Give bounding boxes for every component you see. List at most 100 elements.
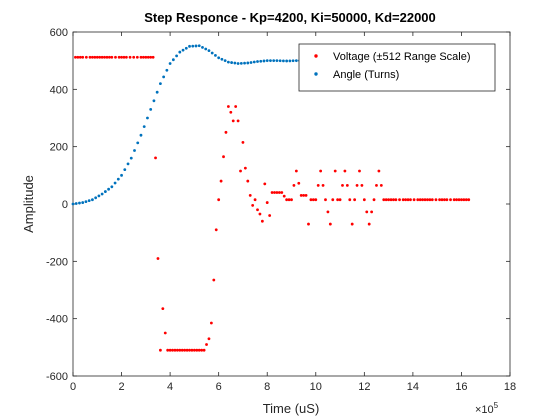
voltage-point (231, 119, 235, 123)
voltage-point (292, 183, 296, 187)
angle-point (265, 59, 269, 63)
voltage-point (316, 183, 320, 187)
x-tick-label: 6 (216, 381, 222, 393)
voltage-point (287, 198, 291, 202)
x-tick-label: 18 (504, 381, 516, 393)
angle-point (113, 181, 117, 185)
voltage-point (161, 307, 165, 311)
voltage-point (377, 169, 381, 173)
voltage-point (93, 55, 97, 59)
y-tick-label: 600 (50, 27, 68, 39)
angle-point (269, 59, 272, 63)
legend-angle-marker (314, 72, 318, 76)
voltage-point (251, 204, 255, 207)
voltage-point (214, 228, 218, 232)
voltage-point (125, 55, 128, 59)
angle-point (152, 99, 156, 103)
angle-point (110, 185, 114, 189)
voltage-point (156, 257, 160, 260)
voltage-point (311, 198, 315, 202)
voltage-point (268, 214, 272, 217)
voltage-point (319, 169, 323, 173)
voltage-point (336, 198, 340, 202)
voltage-point (460, 198, 463, 202)
angle-point (129, 156, 133, 160)
voltage-point (443, 198, 446, 202)
legend: Voltage (±512 Range Scale) Angle (Turns) (298, 43, 496, 92)
voltage-point (180, 348, 184, 352)
angle-point (230, 61, 234, 64)
voltage-point (185, 348, 189, 352)
voltage-point (365, 210, 369, 214)
y-tick-label: -200 (46, 256, 68, 268)
y-tick-label: 400 (50, 84, 68, 96)
voltage-point (168, 348, 172, 352)
angle-point (194, 44, 198, 48)
angle-point (226, 60, 230, 64)
voltage-point (154, 156, 157, 160)
y-tick-label: -400 (46, 314, 68, 326)
voltage-point (375, 183, 378, 187)
voltage-point (345, 183, 349, 187)
voltage-point (324, 198, 327, 202)
angle-point (107, 187, 111, 191)
voltage-point (146, 55, 150, 59)
angle-point (220, 57, 224, 61)
voltage-point (277, 191, 281, 194)
voltage-point (341, 183, 344, 187)
voltage-point (309, 198, 313, 202)
voltage-point (280, 191, 284, 194)
voltage-point (246, 179, 250, 183)
angle-point (133, 149, 136, 152)
angle-point (168, 62, 172, 65)
voltage-point (412, 198, 416, 202)
voltage-point (200, 348, 204, 352)
voltage-point (175, 348, 179, 352)
voltage-point (229, 110, 233, 114)
voltage-point (253, 198, 257, 202)
angle-point (291, 59, 295, 63)
voltage-point (248, 194, 252, 197)
angle-point (207, 49, 211, 53)
voltage-point (406, 198, 410, 202)
voltage-point (409, 198, 412, 202)
voltage-point (166, 348, 170, 352)
y-axis-label: Amplitude (21, 175, 36, 233)
voltage-point (338, 198, 342, 202)
voltage-point (423, 198, 427, 202)
angle-point (243, 61, 246, 65)
angle-point (288, 59, 292, 63)
voltage-point (263, 182, 267, 186)
voltage-point (326, 210, 330, 214)
angle-point (139, 133, 143, 137)
chart-title: Step Responce - Kp=4200, Ki=50000, Kd=22… (144, 10, 436, 25)
voltage-point (445, 198, 449, 202)
voltage-point (224, 130, 228, 134)
voltage-point (74, 55, 77, 59)
voltage-point (360, 183, 364, 187)
voltage-point (217, 198, 221, 202)
voltage-point (241, 140, 245, 144)
angle-point (126, 162, 130, 166)
angle-point (262, 59, 266, 63)
voltage-point (76, 55, 80, 59)
voltage-point (122, 55, 126, 59)
y-tick-label: 200 (50, 142, 68, 154)
voltage-point (105, 55, 109, 59)
voltage-point (78, 55, 82, 59)
voltage-point (285, 198, 289, 202)
angle-point (214, 54, 217, 57)
voltage-point (362, 198, 366, 202)
legend-box (298, 43, 496, 92)
x-axis-label: Time (uS) (263, 401, 320, 416)
voltage-point (183, 348, 187, 352)
voltage-point (128, 55, 132, 59)
angle-point (81, 201, 85, 204)
voltage-point (132, 55, 136, 59)
voltage-point (440, 198, 444, 202)
voltage-point (258, 212, 262, 216)
voltage-point (226, 105, 230, 108)
voltage-point (110, 55, 114, 59)
x-tick-label: 8 (264, 381, 270, 393)
